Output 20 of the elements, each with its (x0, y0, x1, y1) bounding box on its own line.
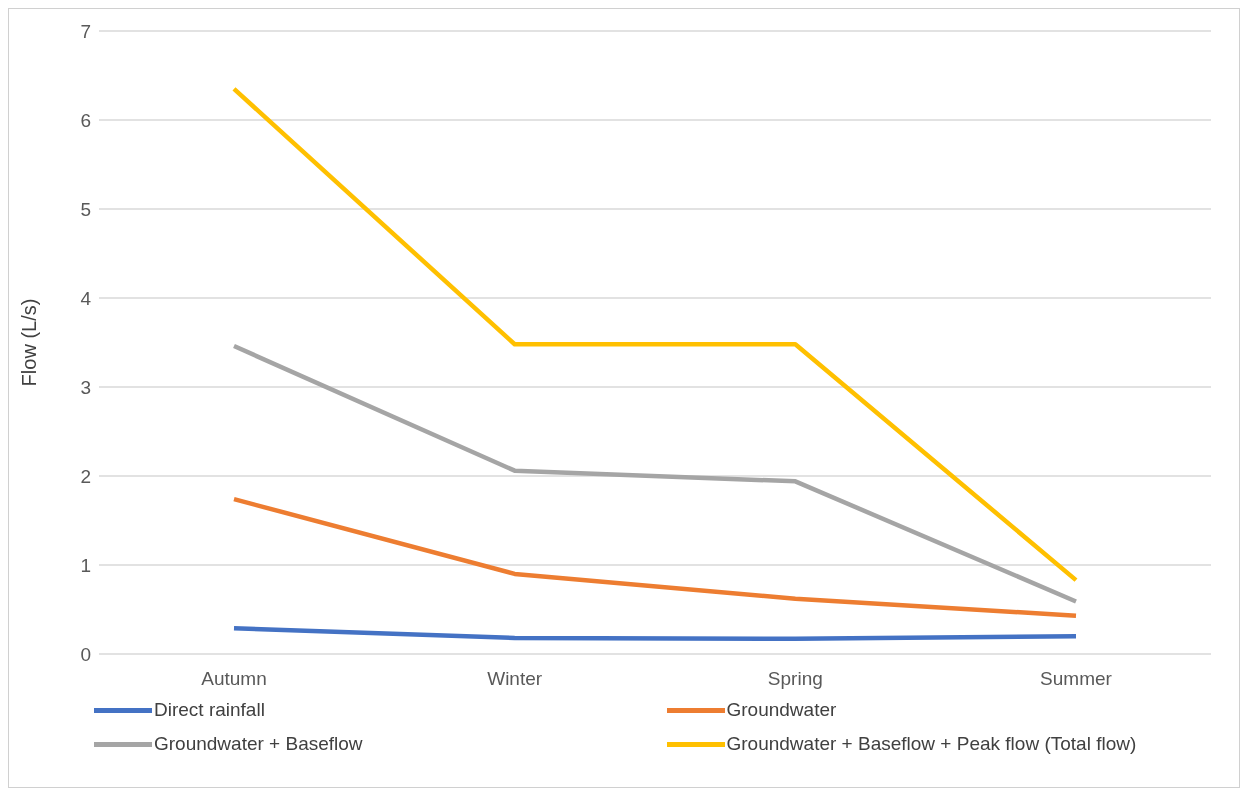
legend-label: Groundwater + Baseflow (154, 733, 363, 755)
x-tick-label: Winter (487, 668, 543, 690)
y-tick-label: 6 (80, 109, 91, 131)
legend-label: Direct rainfall (154, 699, 265, 721)
y-tick-label: 5 (80, 198, 91, 220)
legend-label: Groundwater (726, 699, 837, 721)
line-series (231, 625, 1079, 642)
y-tick-label: 0 (80, 643, 91, 665)
x-tick-label: Summer (1040, 668, 1113, 690)
legend-label: Groundwater + Baseflow + Peak flow (Total flow) (726, 733, 1137, 755)
y-tick-label: 3 (80, 376, 91, 398)
x-tick-label: Autumn (201, 668, 267, 690)
y-tick-label: 2 (80, 465, 91, 487)
x-tick-label: Spring (767, 668, 823, 690)
line-series (231, 343, 1079, 604)
y-tick-label: 4 (80, 287, 92, 309)
line-series (231, 496, 1079, 618)
y-tick-label: 7 (80, 20, 91, 42)
y-tick-label: 1 (80, 554, 91, 576)
y-axis-title: Flow (L/s) (18, 298, 41, 387)
